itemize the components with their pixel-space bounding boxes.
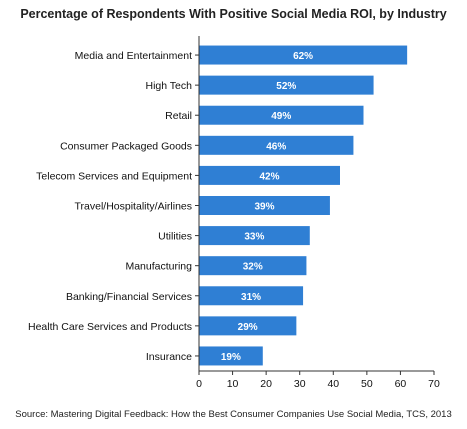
x-tick-label: 0 [196, 378, 202, 390]
category-label: Media and Entertainment [75, 50, 192, 62]
bar [199, 346, 263, 366]
chart-title: Percentage of Respondents With Positive … [20, 7, 447, 21]
data-label: 52% [276, 81, 296, 92]
category-label: Health Care Services and Products [28, 321, 192, 333]
x-tick-label: 20 [260, 378, 272, 390]
bar [199, 135, 354, 155]
bar [199, 45, 408, 65]
data-label: 19% [221, 352, 241, 363]
category-label: Banking/Financial Services [66, 291, 192, 303]
data-label: 39% [254, 202, 274, 213]
bar [199, 196, 330, 215]
chart-source: Source: Mastering Digital Feedback: How … [15, 409, 452, 420]
category-label: Utilities [158, 231, 192, 243]
category-label: Consumer Packaged Goods [60, 140, 192, 152]
data-label: 49% [271, 111, 291, 122]
x-tick-label: 60 [395, 378, 407, 390]
category-label: Insurance [146, 351, 192, 363]
data-label: 31% [241, 292, 261, 303]
data-label: 62% [293, 51, 313, 62]
x-tick-label: 30 [294, 378, 306, 390]
category-label: Retail [165, 110, 192, 122]
category-label: Telecom Services and Equipment [36, 170, 192, 182]
bar [199, 286, 304, 306]
x-tick-label: 50 [361, 378, 373, 390]
bar [199, 316, 297, 336]
data-label: 33% [244, 232, 264, 243]
x-tick-label: 40 [327, 378, 339, 390]
bar [199, 75, 374, 95]
x-tick-label: 10 [227, 378, 239, 390]
category-label: High Tech [145, 80, 192, 92]
bar [199, 105, 364, 125]
x-tick-label: 70 [428, 378, 440, 390]
data-label: 46% [266, 141, 286, 152]
bar [199, 165, 340, 185]
data-label: 32% [243, 262, 263, 273]
data-label: 42% [259, 171, 279, 182]
category-label: Travel/Hospitality/Airlines [75, 201, 192, 213]
bar [199, 256, 307, 276]
bar [199, 226, 310, 246]
data-label: 29% [238, 322, 258, 333]
category-label: Manufacturing [125, 261, 192, 273]
